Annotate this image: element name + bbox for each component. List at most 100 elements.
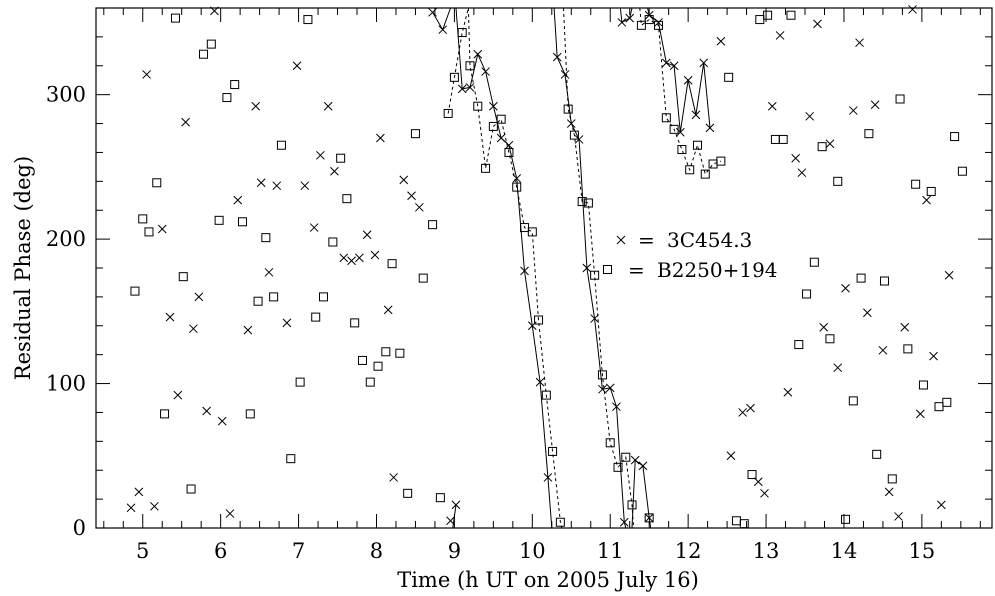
point-b2250 xyxy=(563,104,573,114)
x-axis-label: Time (h UT on 2005 July 16) xyxy=(397,568,699,592)
legend: = 3C454.3 = B2250+194 xyxy=(603,228,778,282)
point-3c454 xyxy=(813,19,822,29)
point-3c454 xyxy=(272,181,282,191)
point-3c454 xyxy=(619,517,629,527)
legend-equals-1: = xyxy=(638,228,655,252)
trend-line-3c454 xyxy=(619,7,633,24)
x-tick-label: 10 xyxy=(519,539,546,563)
point-3c454 xyxy=(150,501,159,511)
point-b2250 xyxy=(170,13,180,23)
point-b2250 xyxy=(716,156,726,166)
point-3c454 xyxy=(783,387,793,397)
point-b2250 xyxy=(269,292,279,302)
point-3c454 xyxy=(446,516,455,526)
point-b2250 xyxy=(942,397,952,407)
point-b2250 xyxy=(237,217,247,227)
x-tick-label: 7 xyxy=(292,539,305,563)
y-tick-label: 100 xyxy=(46,372,86,396)
point-3c454 xyxy=(797,168,807,178)
point-3c454 xyxy=(428,7,437,17)
point-3c454 xyxy=(598,384,607,394)
point-3c454 xyxy=(264,267,274,277)
point-3c454 xyxy=(520,266,529,276)
point-b2250 xyxy=(708,159,718,169)
point-b2250 xyxy=(395,348,405,358)
point-b2250 xyxy=(692,140,702,150)
point-b2250 xyxy=(481,163,491,173)
point-b2250 xyxy=(365,377,375,387)
point-b2250 xyxy=(373,361,383,371)
point-3c454 xyxy=(225,509,235,518)
point-b2250 xyxy=(199,49,209,59)
trend-line-b2250 xyxy=(467,7,563,529)
point-3c454 xyxy=(705,123,715,133)
point-3c454 xyxy=(370,250,380,260)
point-b2250 xyxy=(443,108,453,118)
point-b2250 xyxy=(926,186,936,196)
point-b2250 xyxy=(534,315,544,325)
point-3c454 xyxy=(512,174,522,183)
point-b2250 xyxy=(286,454,296,464)
point-3c454 xyxy=(457,84,467,94)
point-3c454 xyxy=(937,500,946,510)
x-tick-label: 8 xyxy=(370,539,383,563)
point-3c454 xyxy=(189,324,198,334)
point-b2250 xyxy=(261,233,271,243)
point-b2250 xyxy=(903,344,913,354)
point-3c454 xyxy=(451,500,461,510)
point-b2250 xyxy=(130,286,140,296)
point-3c454 xyxy=(210,6,219,16)
point-b2250 xyxy=(794,340,804,350)
point-b2250 xyxy=(577,197,587,207)
point-3c454 xyxy=(612,402,621,412)
point-b2250 xyxy=(755,15,765,25)
point-3c454 xyxy=(217,416,227,426)
point-3c454 xyxy=(165,312,175,322)
point-b2250 xyxy=(465,61,475,71)
legend-label-b2250: B2250+194 xyxy=(657,258,778,282)
y-tick-label: 300 xyxy=(46,83,86,107)
point-3c454 xyxy=(716,36,726,46)
point-b2250 xyxy=(747,470,757,480)
point-3c454 xyxy=(644,513,654,523)
point-b2250 xyxy=(654,20,664,30)
point-b2250 xyxy=(644,15,654,25)
point-b2250 xyxy=(303,15,313,25)
point-b2250 xyxy=(887,474,897,484)
point-3c454 xyxy=(465,83,475,92)
point-3c454 xyxy=(590,314,599,323)
point-b2250 xyxy=(435,493,445,503)
point-b2250 xyxy=(644,513,654,523)
point-3c454 xyxy=(535,377,545,387)
point-b2250 xyxy=(724,72,734,82)
point-b2250 xyxy=(488,121,498,131)
point-b2250 xyxy=(410,129,420,139)
x-tick-label: 15 xyxy=(909,539,936,563)
trend-line-3c454 xyxy=(455,7,553,529)
data-marks xyxy=(126,5,967,529)
point-b2250 xyxy=(621,452,631,462)
point-3c454 xyxy=(323,101,333,111)
point-b2250 xyxy=(918,380,928,390)
trend-line-3c454 xyxy=(647,7,711,133)
y-tick-label: 200 xyxy=(46,227,86,251)
point-3c454 xyxy=(243,325,253,335)
point-b2250 xyxy=(428,220,438,230)
point-b2250 xyxy=(677,145,687,155)
point-3c454 xyxy=(944,270,954,280)
point-3c454 xyxy=(760,488,769,498)
point-3c454 xyxy=(654,18,663,27)
point-3c454 xyxy=(489,101,498,111)
point-3c454 xyxy=(805,111,815,121)
point-b2250 xyxy=(160,409,170,419)
x-tick-label: 13 xyxy=(753,539,780,563)
point-3c454 xyxy=(552,52,562,62)
point-3c454 xyxy=(256,178,266,188)
point-3c454 xyxy=(181,117,190,127)
point-3c454 xyxy=(473,49,483,59)
point-3c454 xyxy=(894,512,903,521)
point-3c454 xyxy=(661,58,671,68)
x-tick-label: 6 xyxy=(214,539,227,563)
point-3c454 xyxy=(625,13,635,23)
